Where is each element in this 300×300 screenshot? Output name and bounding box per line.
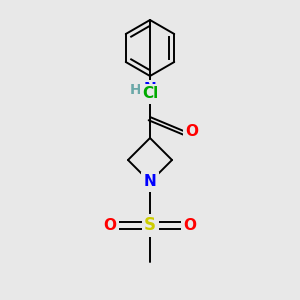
Text: H: H xyxy=(130,83,142,97)
Text: S: S xyxy=(144,216,156,234)
Text: N: N xyxy=(144,175,156,190)
Text: N: N xyxy=(144,82,156,98)
Text: O: O xyxy=(185,124,199,140)
Text: O: O xyxy=(184,218,196,232)
Text: O: O xyxy=(103,218,116,232)
Text: Cl: Cl xyxy=(142,86,158,101)
